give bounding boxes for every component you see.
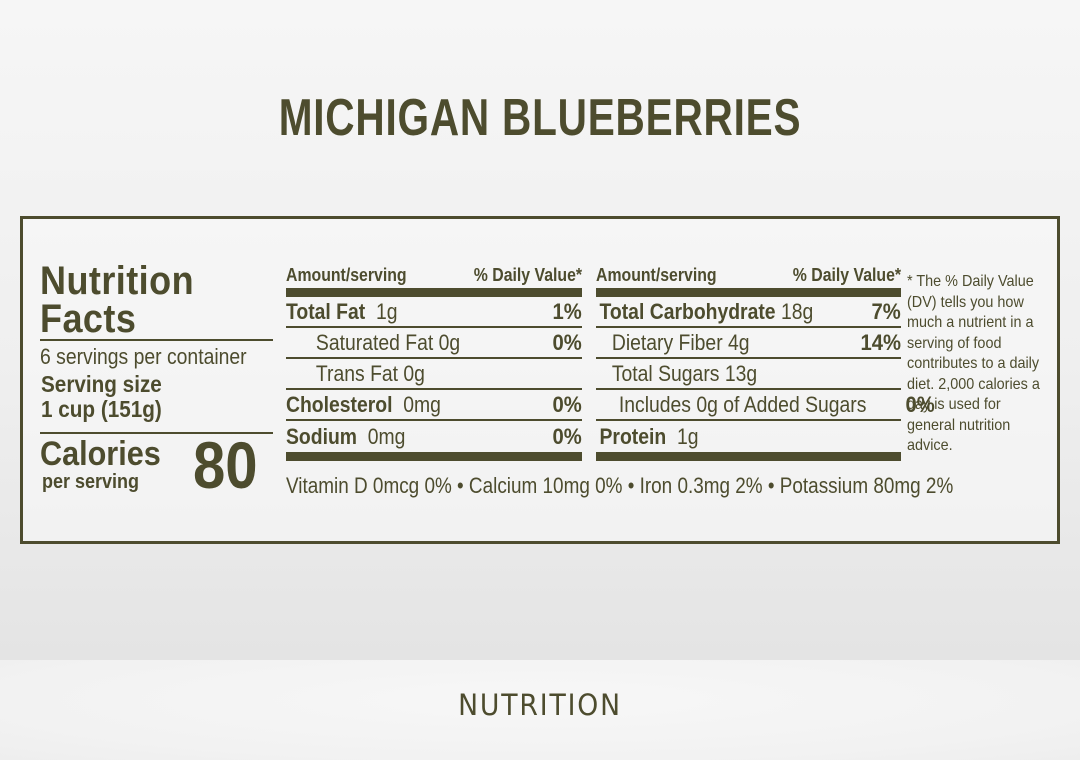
nutrient-table-left: Amount/serving % Daily Value* Total Fat … — [286, 259, 582, 461]
nutrient-amount: 0mg — [367, 423, 406, 449]
nutrient-row-total-carbohydrate: Total Carbohydrate 18g 7% — [596, 297, 901, 328]
servings-per-container: 6 servings per container — [40, 344, 247, 369]
nutrient-dv: 0% — [552, 423, 582, 449]
page-title: MICHIGAN BLUEBERRIES — [278, 89, 802, 147]
nutrition-facts-heading: Nutrition Facts — [40, 259, 195, 341]
calories-label: Calories — [40, 435, 161, 473]
nutrient-row-trans-fat: Trans Fat 0g — [286, 359, 582, 390]
per-serving-label: per serving — [42, 471, 140, 493]
thick-divider — [596, 452, 901, 461]
nutrition-facts-label: Nutrition Facts 6 servings per container… — [20, 216, 1060, 544]
footer-band — [0, 660, 1080, 760]
nutrient-name: Cholesterol — [286, 391, 393, 417]
serving-size: Serving size 1 cup (151g) — [41, 372, 162, 422]
thick-divider — [596, 288, 901, 297]
nutrient-dv: 1% — [552, 298, 582, 324]
header-amount: Amount/serving — [596, 265, 717, 285]
nutrient-name: Sodium — [286, 423, 357, 449]
nutrient-name: Dietary Fiber 4g — [611, 329, 750, 355]
nutrient-row-dietary-fiber: Dietary Fiber 4g 14% — [596, 328, 901, 359]
nutrient-row-added-sugars: Includes 0g of Added Sugars 0% — [596, 390, 935, 421]
nutrient-table-right: Amount/serving % Daily Value* Total Carb… — [596, 259, 935, 461]
nutrient-dv: 14% — [860, 329, 901, 355]
nutrient-amount: 1g — [375, 298, 398, 324]
nutrient-name: Total Fat — [286, 298, 366, 324]
table-header: Amount/serving % Daily Value* — [596, 259, 901, 288]
divider — [40, 432, 273, 434]
header-daily-value: % Daily Value* — [473, 265, 582, 285]
calories-value: 80 — [193, 428, 258, 502]
table-header: Amount/serving % Daily Value* — [286, 259, 582, 288]
thick-divider — [286, 288, 582, 297]
nutrient-amount: 0mg — [403, 391, 441, 417]
nutrient-name: Includes 0g of Added Sugars — [618, 391, 867, 417]
nutrient-row-sodium: Sodium 0mg 0% — [286, 421, 582, 452]
nutrient-name: Trans Fat 0g — [315, 360, 425, 386]
heading-line-2: Facts — [40, 297, 137, 341]
nutrient-row-total-fat: Total Fat 1g 1% — [286, 297, 582, 328]
nutrient-name: Saturated Fat 0g — [315, 329, 461, 355]
nutrient-row-total-sugars: Total Sugars 13g — [596, 359, 901, 390]
nutrient-dv: 7% — [871, 298, 901, 324]
serving-size-label: Serving size — [41, 371, 162, 397]
nutrient-name: Protein — [599, 423, 667, 449]
nutrient-dv: 0% — [552, 391, 582, 417]
nutrient-row-saturated-fat: Saturated Fat 0g 0% — [286, 328, 582, 359]
thick-divider — [286, 452, 582, 461]
nutrient-amount: 18g — [780, 298, 814, 324]
nutrient-name: Total Sugars 13g — [611, 360, 758, 386]
header-amount: Amount/serving — [286, 265, 407, 285]
nutrient-dv: 0% — [905, 391, 936, 417]
nutrient-amount: 1g — [676, 423, 699, 449]
section-label-nutrition: NUTRITION — [458, 688, 622, 722]
vitamins-minerals-line: Vitamin D 0mcg 0% • Calcium 10mg 0% • Ir… — [286, 473, 954, 498]
nutrient-row-cholesterol: Cholesterol 0mg 0% — [286, 390, 582, 421]
header-daily-value: % Daily Value* — [792, 265, 901, 285]
heading-line-1: Nutrition — [40, 259, 195, 303]
nutrient-dv: 0% — [552, 329, 582, 355]
divider — [40, 339, 273, 341]
daily-value-footnote: * The % Daily Value (DV) tells you how m… — [907, 273, 1040, 454]
nutrient-row-protein: Protein 1g — [596, 421, 901, 452]
nutrient-name: Total Carbohydrate — [599, 298, 776, 324]
serving-size-value: 1 cup (151g) — [41, 396, 162, 422]
